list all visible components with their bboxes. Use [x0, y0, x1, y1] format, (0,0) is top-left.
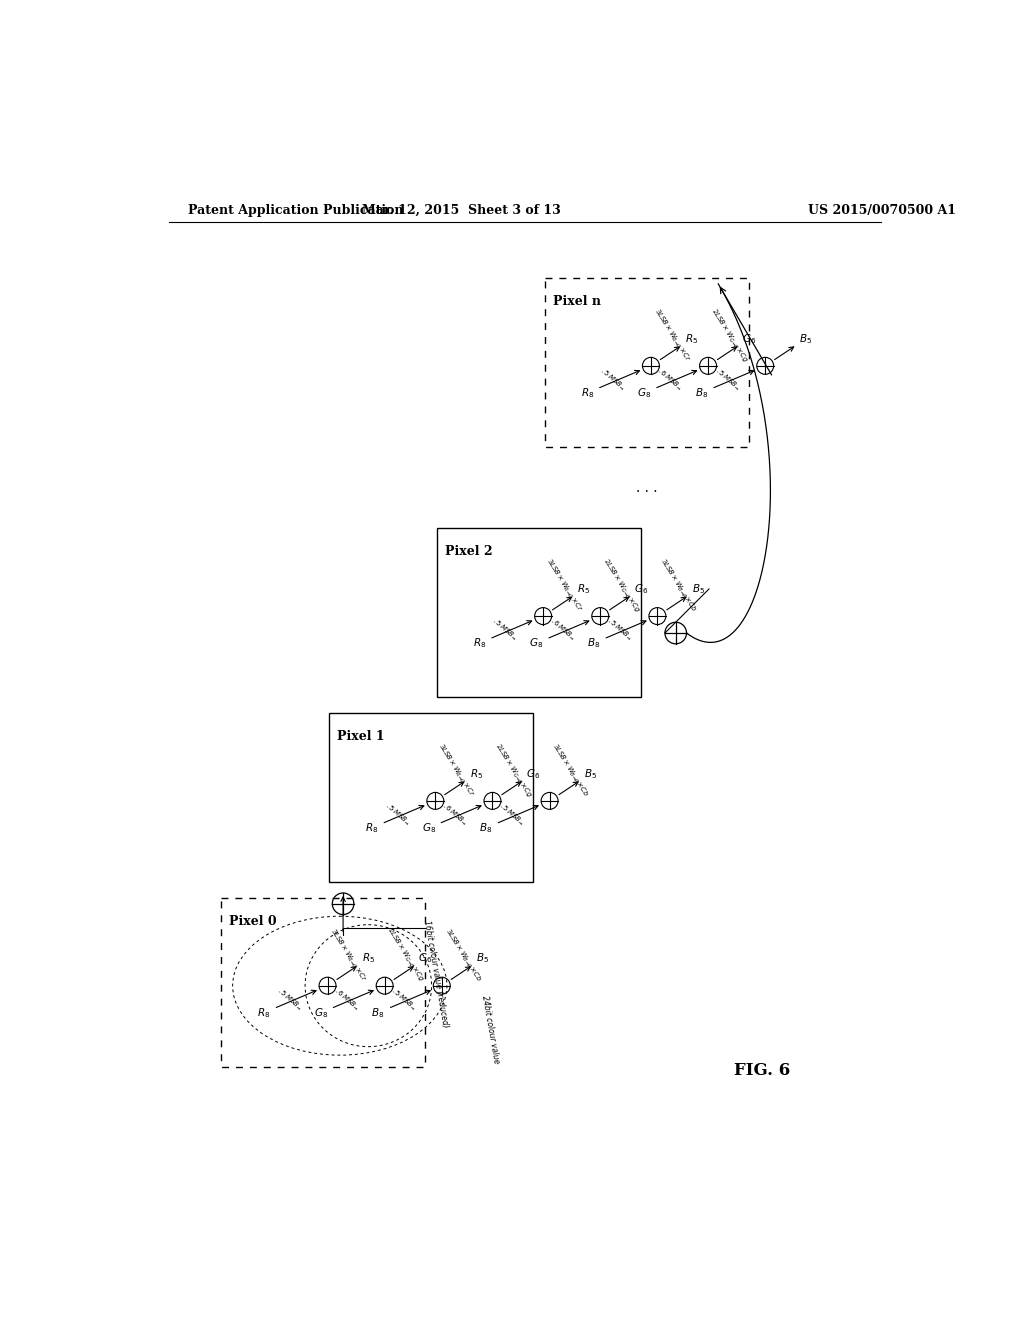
Text: $R_5$: $R_5$	[361, 952, 375, 965]
Text: $3LSB\times W_{B\!\rightarrow\!R}\!\times\!Cb$: $3LSB\times W_{B\!\rightarrow\!R}\!\time…	[441, 927, 483, 983]
Text: $G_8$: $G_8$	[313, 1006, 328, 1019]
Text: $B_8$: $B_8$	[372, 1006, 385, 1019]
Text: $3LSB\times W_{R\!\rightarrow\!G}\!\times\!Cr$: $3LSB\times W_{R\!\rightarrow\!G}\!\time…	[328, 927, 369, 983]
Text: $.6\,MSB_{\!\rightarrow}$: $.6\,MSB_{\!\rightarrow}$	[439, 801, 469, 828]
Text: $.6\,MSB_{\!\rightarrow}$: $.6\,MSB_{\!\rightarrow}$	[332, 986, 361, 1012]
Text: $2LSB\times W_{G\!\rightarrow\!B}\!\times\!Cg$: $2LSB\times W_{G\!\rightarrow\!B}\!\time…	[493, 742, 534, 800]
Text: $B_5$: $B_5$	[584, 767, 597, 780]
Bar	[221, 898, 425, 1067]
Text: $.5\,MSB_{\!\rightarrow}$: $.5\,MSB_{\!\rightarrow}$	[274, 986, 304, 1012]
Text: 16bit colour value (reduced): 16bit colour value (reduced)	[422, 920, 450, 1028]
Text: Pixel n: Pixel n	[553, 294, 600, 308]
Text: US 2015/0070500 A1: US 2015/0070500 A1	[808, 205, 956, 218]
Text: $2LSB\times W_{G\!\rightarrow\!B}\!\times\!Cg$: $2LSB\times W_{G\!\rightarrow\!B}\!\time…	[384, 927, 426, 985]
Text: Mar. 12, 2015  Sheet 3 of 13: Mar. 12, 2015 Sheet 3 of 13	[362, 205, 561, 218]
Text: $G_8$: $G_8$	[422, 821, 436, 834]
Text: $B_8$: $B_8$	[479, 821, 493, 834]
Text: $.5\,MSB_{\!\rightarrow}$: $.5\,MSB_{\!\rightarrow}$	[713, 366, 741, 393]
Text: $3LSB\times W_{R\!\rightarrow\!G}\!\times\!Cr$: $3LSB\times W_{R\!\rightarrow\!G}\!\time…	[435, 742, 476, 799]
Text: $2LSB\times W_{G\!\rightarrow\!B}\!\times\!Cg$: $2LSB\times W_{G\!\rightarrow\!B}\!\time…	[708, 306, 750, 364]
Text: $.5\,MSB_{\!\rightarrow}$: $.5\,MSB_{\!\rightarrow}$	[497, 801, 526, 828]
Text: $3LSB\times W_{B\!\rightarrow\!R}\!\times\!Cb$: $3LSB\times W_{B\!\rightarrow\!R}\!\time…	[657, 557, 698, 614]
Text: $R_8$: $R_8$	[257, 1006, 270, 1019]
Text: . . .: . . .	[636, 480, 657, 495]
Text: $R_5$: $R_5$	[578, 582, 591, 595]
Text: 24bit colour value: 24bit colour value	[480, 995, 502, 1064]
Text: $.6\,MSB_{\!\rightarrow}$: $.6\,MSB_{\!\rightarrow}$	[548, 616, 577, 643]
Text: $G_6$: $G_6$	[526, 767, 541, 780]
Text: $.5\,MSB_{\!\rightarrow}$: $.5\,MSB_{\!\rightarrow}$	[598, 366, 628, 393]
Text: $G_8$: $G_8$	[637, 385, 651, 400]
Text: $B_8$: $B_8$	[587, 636, 600, 649]
Text: $.5\,MSB_{\!\rightarrow}$: $.5\,MSB_{\!\rightarrow}$	[490, 616, 520, 643]
Text: $.5\,MSB_{\!\rightarrow}$: $.5\,MSB_{\!\rightarrow}$	[389, 986, 419, 1012]
Bar	[330, 713, 534, 882]
Text: $R_8$: $R_8$	[473, 636, 486, 649]
Text: $R_8$: $R_8$	[365, 821, 378, 834]
Text: $R_5$: $R_5$	[470, 767, 482, 780]
Text: $3LSB\times W_{R\!\rightarrow\!G}\!\times\!Cr$: $3LSB\times W_{R\!\rightarrow\!G}\!\time…	[651, 306, 692, 364]
Text: Patent Application Publication: Patent Application Publication	[188, 205, 403, 218]
Text: $B_5$: $B_5$	[800, 331, 812, 346]
Text: $B_5$: $B_5$	[691, 582, 705, 595]
Text: $G_6$: $G_6$	[419, 952, 432, 965]
Text: $.5\,MSB_{\!\rightarrow}$: $.5\,MSB_{\!\rightarrow}$	[605, 616, 634, 643]
Text: $R_8$: $R_8$	[581, 385, 594, 400]
Text: Pixel 1: Pixel 1	[337, 730, 385, 743]
Text: $R_5$: $R_5$	[685, 331, 698, 346]
Text: Pixel 0: Pixel 0	[229, 915, 276, 928]
Text: $2LSB\times W_{G\!\rightarrow\!B}\!\times\!Cg$: $2LSB\times W_{G\!\rightarrow\!B}\!\time…	[600, 557, 641, 615]
Text: $3LSB\times W_{B\!\rightarrow\!R}\!\times\!Cb$: $3LSB\times W_{B\!\rightarrow\!R}\!\time…	[549, 742, 591, 799]
Text: $3LSB\times W_{R\!\rightarrow\!G}\!\times\!Cr$: $3LSB\times W_{R\!\rightarrow\!G}\!\time…	[543, 557, 584, 614]
Text: $G_6$: $G_6$	[741, 331, 756, 346]
Bar	[545, 277, 749, 447]
Text: $.5\,MSB_{\!\rightarrow}$: $.5\,MSB_{\!\rightarrow}$	[383, 801, 412, 828]
Text: $G_6$: $G_6$	[634, 582, 648, 595]
Text: $B_8$: $B_8$	[695, 385, 708, 400]
Text: $G_8$: $G_8$	[529, 636, 544, 649]
Text: $.6\,MSB_{\!\rightarrow}$: $.6\,MSB_{\!\rightarrow}$	[655, 366, 685, 393]
Text: FIG. 6: FIG. 6	[734, 1063, 791, 1080]
Text: $B_5$: $B_5$	[476, 952, 489, 965]
Text: Pixel 2: Pixel 2	[444, 545, 493, 558]
Bar	[437, 528, 641, 697]
